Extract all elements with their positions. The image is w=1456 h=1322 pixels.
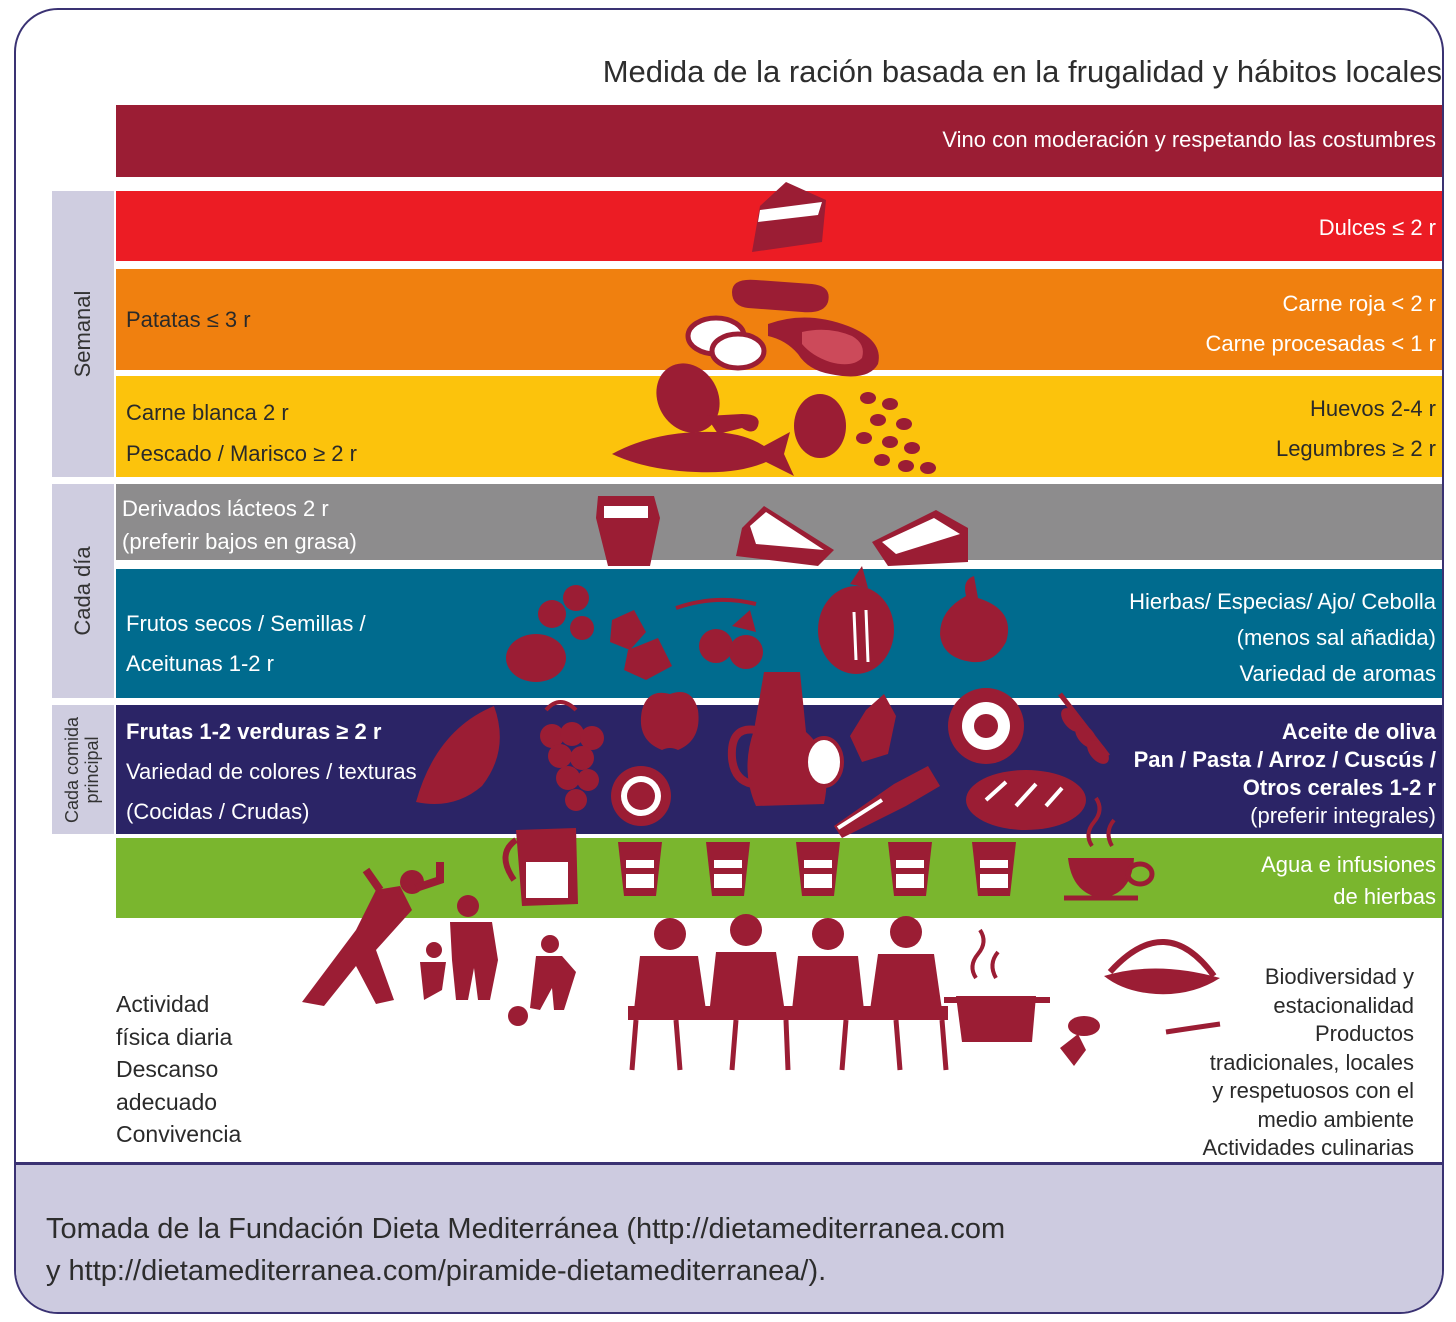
pyramid-frame: Medida de la ración basada en la frugali…: [14, 8, 1444, 1314]
olives-icon: [675, 597, 763, 669]
mushroom-icon: [1060, 1016, 1100, 1066]
sustainability-item: estacionalidad: [1273, 992, 1414, 1018]
water-glass-icon: [706, 842, 750, 896]
lettuce-icon: [948, 688, 1024, 764]
band-poultry-left-1: Carne blanca 2 r: [126, 400, 289, 425]
water-glass-icon: [888, 842, 932, 896]
garlic-icon: [940, 576, 1009, 663]
lifestyle-item: física diaria: [116, 1023, 233, 1050]
artichoke-icon: [850, 694, 896, 762]
band-meal-right-2: Pan / Pasta / Arroz / Cuscús /: [1133, 747, 1436, 772]
sustainability-item: Biodiversidad y: [1264, 964, 1414, 989]
food-icons: [302, 182, 1221, 1071]
onion-icon: [818, 566, 894, 674]
source-caption: Tomada de la Fundación Dieta Mediterráne…: [46, 1208, 1005, 1292]
legumes-icon: [856, 392, 936, 474]
lifestyle-item: Convivencia: [116, 1121, 242, 1147]
band-nuts-right-2: (menos sal añadida): [1236, 625, 1436, 650]
band-poultry-right-1: Huevos 2-4 r: [1310, 396, 1436, 421]
band-meat-right-1: Carne roja < 2 r: [1282, 291, 1436, 316]
band-poultry-right-2: Legumbres ≥ 2 r: [1275, 436, 1436, 461]
band-meal-left-1: Frutas 1-2 verduras ≥ 2 r: [126, 719, 382, 744]
wheat-icon: [1058, 692, 1110, 764]
band-meat-left: Patatas ≤ 3 r: [126, 307, 251, 332]
cheese-icon: [736, 506, 834, 566]
sustainability-item: y respetuosos con el: [1212, 1078, 1414, 1103]
band-meal-right-3: Otros cerales 1-2 r: [1242, 775, 1436, 800]
cake-icon: [752, 182, 826, 252]
side-weekly: Semanal: [52, 191, 114, 477]
potato-icon: [709, 331, 767, 371]
band-dairy-left-2: (preferir bajos en grasa): [122, 529, 357, 554]
sustainability-item: tradicionales, locales: [1209, 1049, 1414, 1075]
band-nuts-right-1: Hierbas/ Especias/ Ajo/ Cebolla: [1129, 589, 1436, 614]
band-nuts-right-3: Variedad de aromas: [1239, 661, 1437, 686]
steak-icon: [768, 317, 879, 377]
source-footer: [16, 1162, 1442, 1312]
band-meal-left-3: (Cocidas / Crudas): [126, 799, 310, 824]
watermelon-icon: [416, 706, 500, 804]
grapes-icon: [540, 700, 604, 811]
sausage-icon: [732, 279, 829, 313]
cheese-icon: [872, 510, 968, 566]
water-glass-icon: [972, 842, 1016, 896]
band-meal-right-4: (preferir integrales): [1250, 803, 1436, 828]
lifestyle-item: adecuado: [116, 1088, 218, 1115]
lifestyle-list: Actividad física diaria Descanso adecuad…: [116, 988, 241, 1151]
band-nuts-left-1: Frutos secos / Semillas /: [126, 611, 366, 636]
leek-icon: [834, 766, 940, 838]
band-wine-label: Vino con moderación y respetando las cos…: [942, 127, 1436, 152]
side-daily: Cada día: [52, 484, 114, 698]
source-caption-line-1: Tomada de la Fundación Dieta Mediterráne…: [46, 1213, 1006, 1245]
apple-icon: [640, 692, 699, 750]
band-wine: Vino con moderación y respetando las cos…: [116, 105, 1442, 177]
band-sweets-label: Dulces ≤ 2 r: [1318, 215, 1436, 240]
orange-icon: [611, 766, 671, 826]
chicken-leg-icon: [656, 363, 759, 434]
egg-icon: [794, 394, 846, 458]
band-water-right-2: de hierbas: [1333, 884, 1436, 909]
olive-oil-icon: [727, 672, 844, 806]
pyramid-title: Medida de la ración basada en la frugali…: [602, 54, 1442, 89]
water-jug-icon: [502, 828, 578, 906]
bread-icon: [966, 770, 1086, 830]
source-caption-line-2: y http://dietamediterranea.com/piramide-…: [46, 1255, 827, 1287]
fish-icon: [612, 431, 794, 476]
band-water-right-1: Agua e infusiones: [1261, 852, 1436, 877]
side-meal: Cada comida principal: [52, 705, 114, 834]
exercise-people-icon: [302, 862, 576, 1026]
water-glass-icon: [618, 842, 662, 896]
sustainability-item: medio ambiente: [1257, 1106, 1414, 1132]
dining-people-icon: [628, 914, 949, 1071]
lifestyle-item: Actividad: [116, 991, 210, 1017]
nuts-icon: [506, 585, 672, 682]
band-meal-left-2: Variedad de colores / texturas: [126, 759, 417, 784]
tea-cup-icon: [1064, 796, 1155, 901]
yogurt-icon: [596, 496, 660, 566]
sustainability-list: Biodiversidad y estacionalidad Productos…: [1202, 963, 1414, 1163]
sustainability-item: Productos: [1314, 1021, 1414, 1046]
band-nuts-left-2: Aceitunas 1-2 r: [126, 651, 274, 676]
cooking-pot-icon: [944, 928, 1050, 1042]
band-water: Agua e infusiones de hierbas: [116, 838, 1442, 918]
band-meal-right-1: Aceite de oliva: [1281, 719, 1436, 744]
band-dairy-left-1: Derivados lácteos 2 r: [122, 496, 329, 521]
band-meat-right-2: Carne procesadas < 1 r: [1205, 331, 1436, 356]
sustainability-item: Actividades culinarias: [1202, 1135, 1414, 1160]
basket-icon: [1104, 939, 1221, 1035]
lifestyle-item: Descanso: [116, 1056, 219, 1082]
band-poultry-left-2: Pescado / Marisco ≥ 2 r: [126, 441, 357, 466]
water-glass-icon: [796, 842, 840, 896]
